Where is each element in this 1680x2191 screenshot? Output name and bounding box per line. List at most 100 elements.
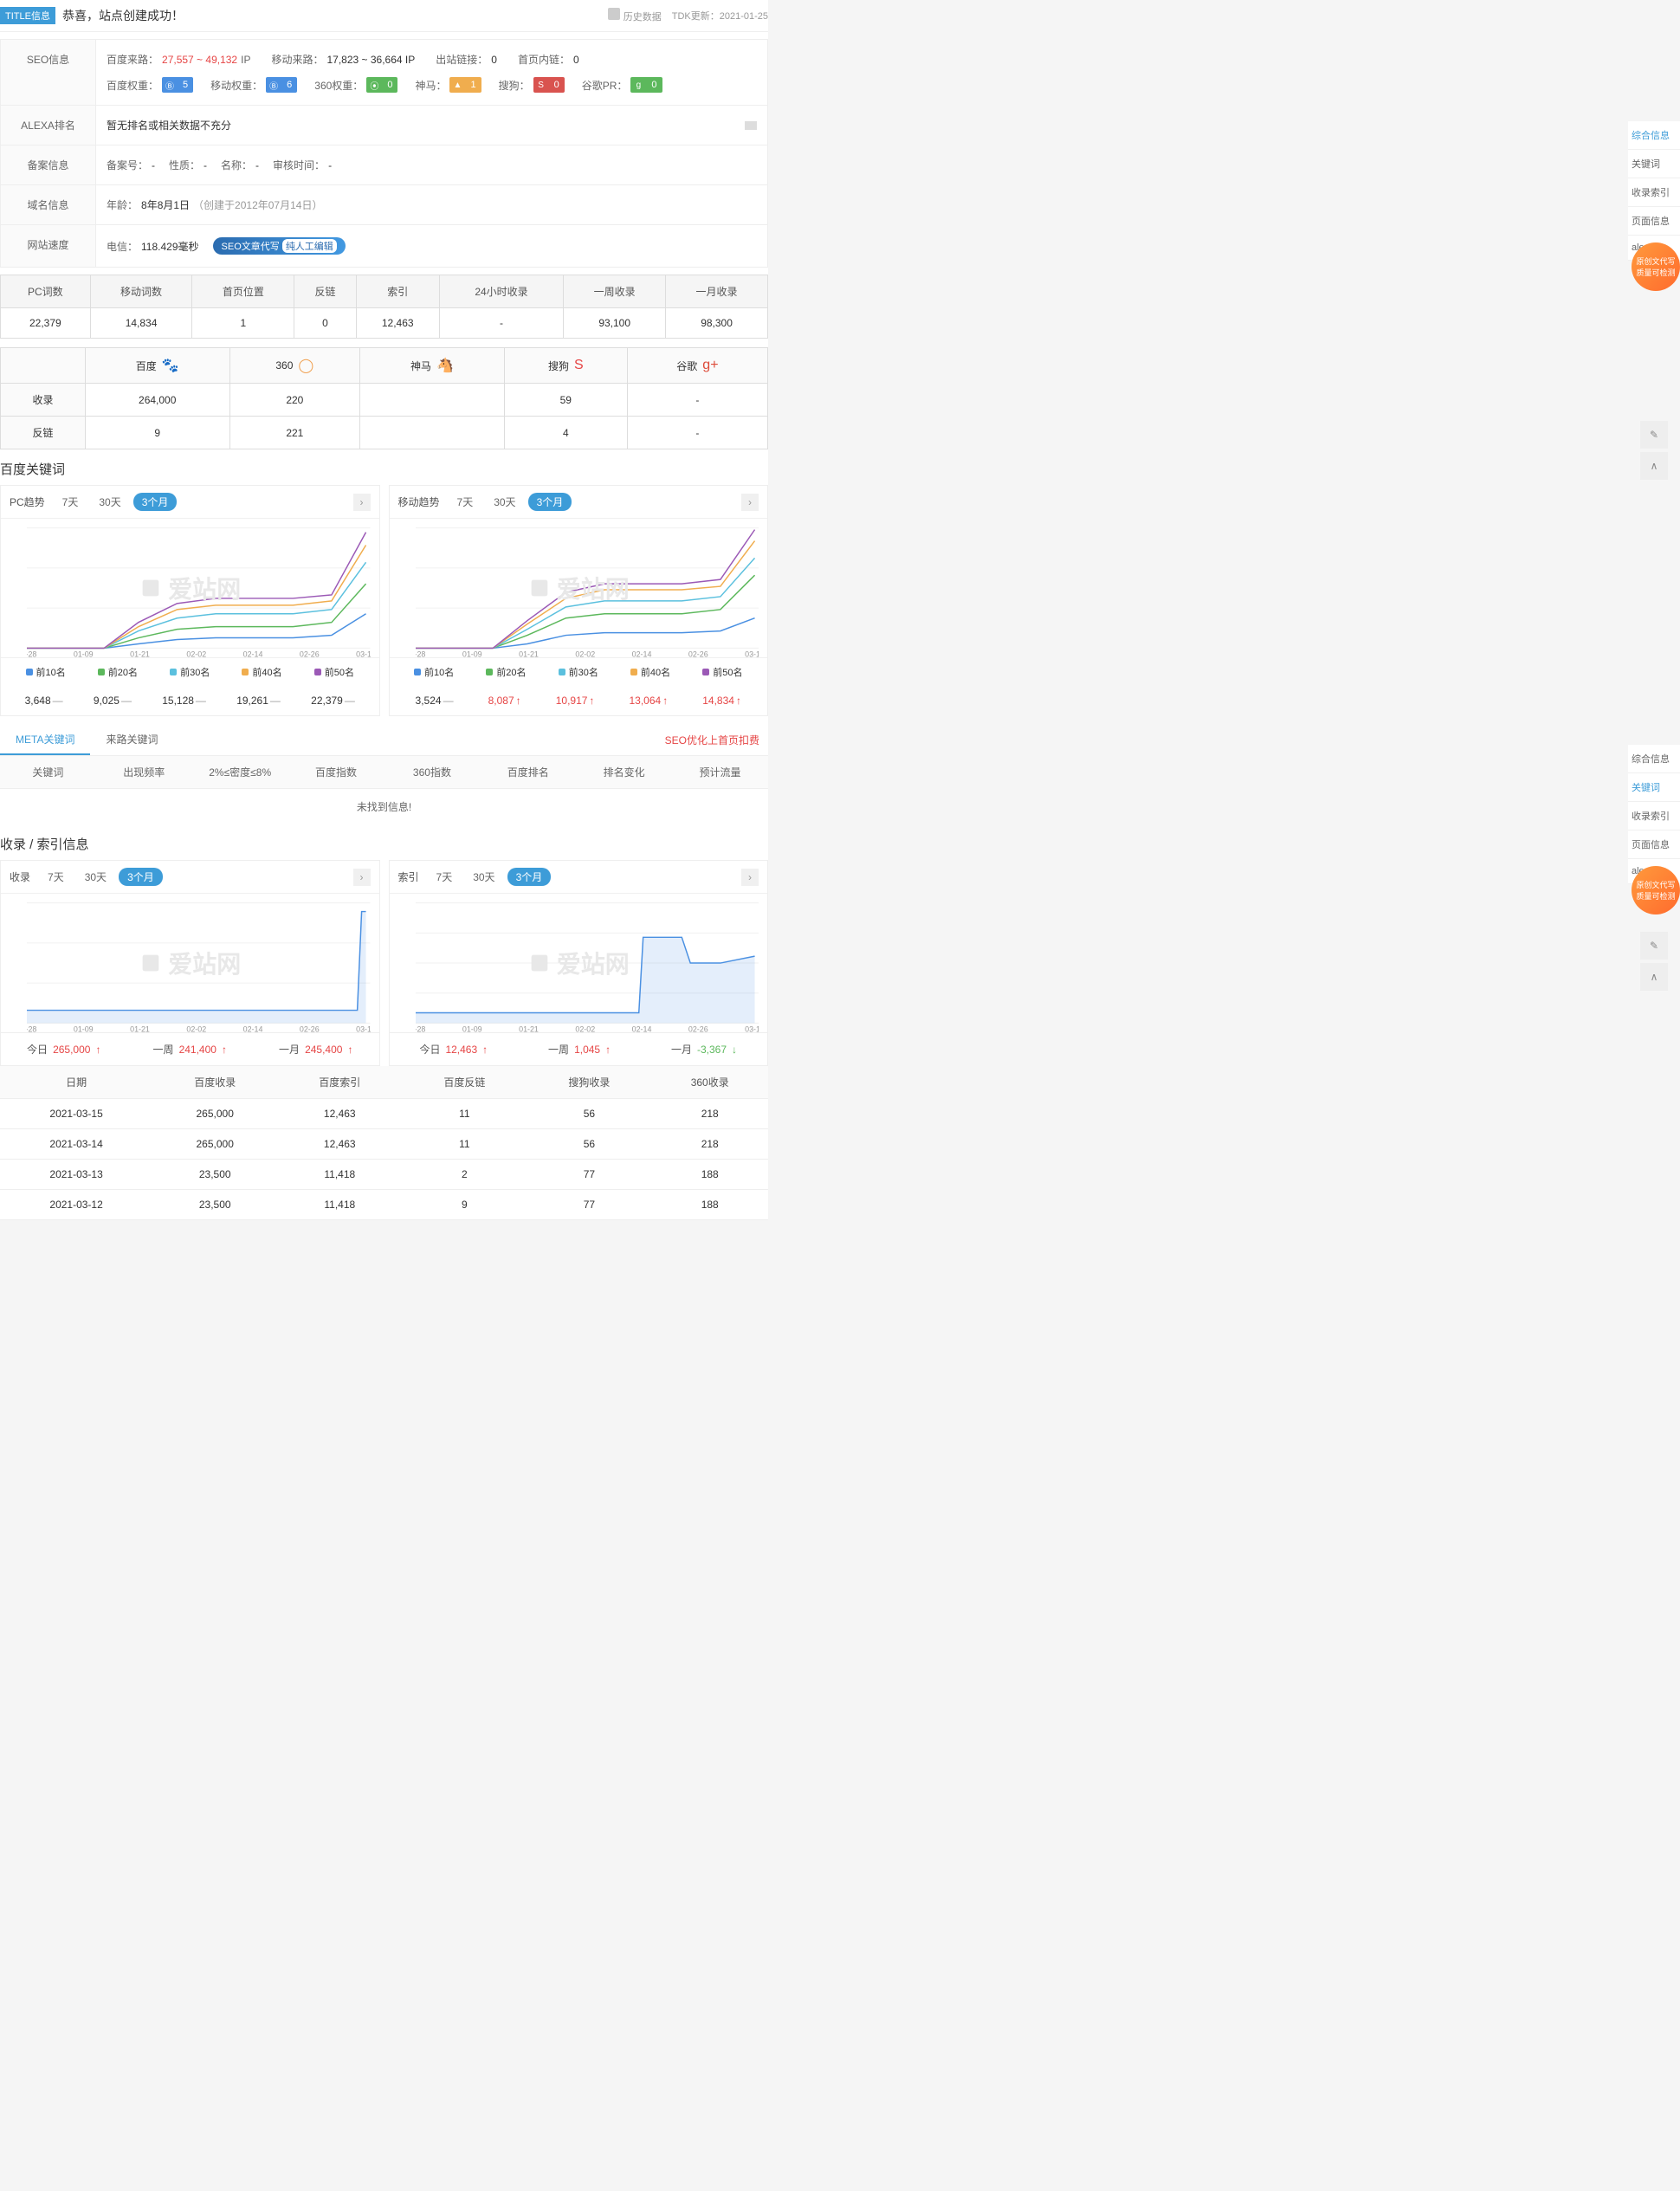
engine-cell[interactable]: 9 xyxy=(85,417,229,449)
sidebar-item[interactable]: 综合信息 xyxy=(1628,121,1680,150)
scroll-top-icon[interactable]: ∧ xyxy=(1640,452,1668,480)
tab-meta-keyword[interactable]: META关键词 xyxy=(0,725,90,755)
legend-item[interactable]: 前50名 xyxy=(314,665,354,679)
orange-badge-1[interactable]: 原创文代写 质量可检测 xyxy=(1632,242,1680,291)
engine-cell[interactable]: - xyxy=(627,384,767,417)
idx-cell[interactable]: 12,463 xyxy=(277,1099,402,1129)
chart-icon[interactable] xyxy=(745,121,757,130)
idx-cell[interactable]: 2 xyxy=(402,1160,527,1190)
idx-cell[interactable]: 188 xyxy=(651,1160,768,1190)
sogou-weight[interactable]: 搜狗：S0 xyxy=(499,77,565,93)
sidebar-item[interactable]: 收录索引 xyxy=(1628,178,1680,207)
idx-cell[interactable]: 2021-03-15 xyxy=(0,1099,152,1129)
idx-cell[interactable]: 2021-03-12 xyxy=(0,1190,152,1220)
idx-cell[interactable]: 11,418 xyxy=(277,1190,402,1220)
legend-item[interactable]: 前10名 xyxy=(26,665,66,679)
sidebar-item[interactable]: 页面信息 xyxy=(1628,207,1680,236)
360-weight[interactable]: 360权重：⦿0 xyxy=(314,77,397,93)
time-tab[interactable]: 30天 xyxy=(485,493,524,511)
idx-cell[interactable]: 218 xyxy=(651,1129,768,1160)
idx-cell[interactable]: 265,000 xyxy=(152,1129,277,1160)
idx-cell[interactable]: 218 xyxy=(651,1099,768,1129)
idx-cell[interactable]: 12,463 xyxy=(277,1129,402,1160)
time-tab[interactable]: 3个月 xyxy=(119,868,163,886)
idx-cell[interactable]: 77 xyxy=(527,1160,651,1190)
scroll-top-icon[interactable]: ∧ xyxy=(1640,963,1668,991)
table-row: 2021-03-1223,50011,418977188 xyxy=(0,1190,768,1220)
stats-value-cell[interactable]: 98,300 xyxy=(666,308,768,339)
stats-value-cell[interactable]: 93,100 xyxy=(564,308,666,339)
engine-cell[interactable]: 59 xyxy=(504,384,627,417)
stats-value-cell[interactable]: 1 xyxy=(192,308,294,339)
google-pr[interactable]: 谷歌PR：g0 xyxy=(582,77,662,93)
engine-cell[interactable]: - xyxy=(627,417,767,449)
chevron-right-icon[interactable]: › xyxy=(741,494,759,511)
stats-value-cell[interactable]: 22,379 xyxy=(1,308,91,339)
time-tab[interactable]: 7天 xyxy=(54,493,87,511)
time-tab[interactable]: 3个月 xyxy=(528,493,572,511)
stats-value-cell[interactable]: - xyxy=(439,308,564,339)
sidebar-item[interactable]: 关键词 xyxy=(1628,150,1680,178)
chevron-right-icon[interactable]: › xyxy=(741,869,759,886)
shenma-weight[interactable]: 神马：▲1 xyxy=(415,77,481,93)
sidebar-item[interactable]: 关键词 xyxy=(1628,773,1680,802)
sidebar-item[interactable]: 页面信息 xyxy=(1628,831,1680,859)
idx-cell[interactable]: 188 xyxy=(651,1190,768,1220)
engine-cell[interactable] xyxy=(360,417,505,449)
chevron-right-icon[interactable]: › xyxy=(353,494,371,511)
idx-cell[interactable]: 23,500 xyxy=(152,1160,277,1190)
legend-item[interactable]: 前20名 xyxy=(98,665,138,679)
svg-text:12-28: 12-28 xyxy=(416,650,425,657)
time-tab[interactable]: 7天 xyxy=(39,868,73,886)
legend-item[interactable]: 前20名 xyxy=(486,665,526,679)
svg-text:01-09: 01-09 xyxy=(74,1024,94,1032)
legend-item[interactable]: 前30名 xyxy=(170,665,210,679)
pencil-icon[interactable]: ✎ xyxy=(1640,932,1668,960)
time-tab[interactable]: 7天 xyxy=(449,493,482,511)
legend-item[interactable]: 前50名 xyxy=(702,665,742,679)
idx-cell[interactable]: 265,000 xyxy=(152,1099,277,1129)
stats-value-cell[interactable]: 0 xyxy=(294,308,356,339)
legend-item[interactable]: 前10名 xyxy=(414,665,454,679)
stats-value-cell[interactable]: 12,463 xyxy=(356,308,439,339)
pencil-icon[interactable]: ✎ xyxy=(1640,421,1668,449)
mobile-weight[interactable]: 移动权重：Ⓑ6 xyxy=(210,77,297,93)
time-tab[interactable]: 3个月 xyxy=(133,493,178,511)
sidebar-item[interactable]: 综合信息 xyxy=(1628,745,1680,773)
time-tab[interactable]: 30天 xyxy=(76,868,115,886)
time-tab[interactable]: 7天 xyxy=(428,868,462,886)
engine-cell[interactable]: 4 xyxy=(504,417,627,449)
idx-cell[interactable]: 2021-03-14 xyxy=(0,1129,152,1160)
idx-cell[interactable]: 11 xyxy=(402,1099,527,1129)
idx-cell[interactable]: 56 xyxy=(527,1129,651,1160)
idx-cell[interactable]: 77 xyxy=(527,1190,651,1220)
idx-header-cell: 日期 xyxy=(0,1066,152,1099)
idx-cell[interactable]: 2021-03-13 xyxy=(0,1160,152,1190)
idx-cell[interactable]: 11,418 xyxy=(277,1160,402,1190)
idx-cell[interactable]: 23,500 xyxy=(152,1190,277,1220)
legend-item[interactable]: 前30名 xyxy=(559,665,598,679)
seo-fee-link[interactable]: SEO优化上首页扣费 xyxy=(665,733,768,747)
baidu-weight[interactable]: 百度权重：Ⓑ5 xyxy=(107,77,193,93)
seo-banner[interactable]: SEO文章代写 纯人工编辑 xyxy=(213,237,346,255)
idx-cell[interactable]: 9 xyxy=(402,1190,527,1220)
legend-item[interactable]: 前40名 xyxy=(242,665,281,679)
chevron-right-icon[interactable]: › xyxy=(353,869,371,886)
time-tab[interactable]: 30天 xyxy=(464,868,503,886)
time-tab[interactable]: 30天 xyxy=(90,493,129,511)
idx-cell[interactable]: 11 xyxy=(402,1129,527,1160)
stats-value-cell[interactable]: 14,834 xyxy=(90,308,192,339)
orange-badge-2[interactable]: 原创文代写 质量可检测 xyxy=(1632,866,1680,915)
engine-cell[interactable]: 221 xyxy=(229,417,360,449)
history-link[interactable]: 历史数据 xyxy=(608,8,662,23)
time-tab[interactable]: 3个月 xyxy=(507,868,552,886)
tab-lailu-keyword[interactable]: 来路关键词 xyxy=(90,725,173,755)
engine-cell[interactable] xyxy=(360,384,505,417)
engine-cell[interactable]: 220 xyxy=(229,384,360,417)
sidebar-item[interactable]: 收录索引 xyxy=(1628,802,1680,831)
svg-text:12-28: 12-28 xyxy=(27,1024,36,1032)
idx-cell[interactable]: 56 xyxy=(527,1099,651,1129)
engine-cell[interactable]: 264,000 xyxy=(85,384,229,417)
legend-item[interactable]: 前40名 xyxy=(630,665,670,679)
svg-text:01-09: 01-09 xyxy=(462,1024,481,1032)
